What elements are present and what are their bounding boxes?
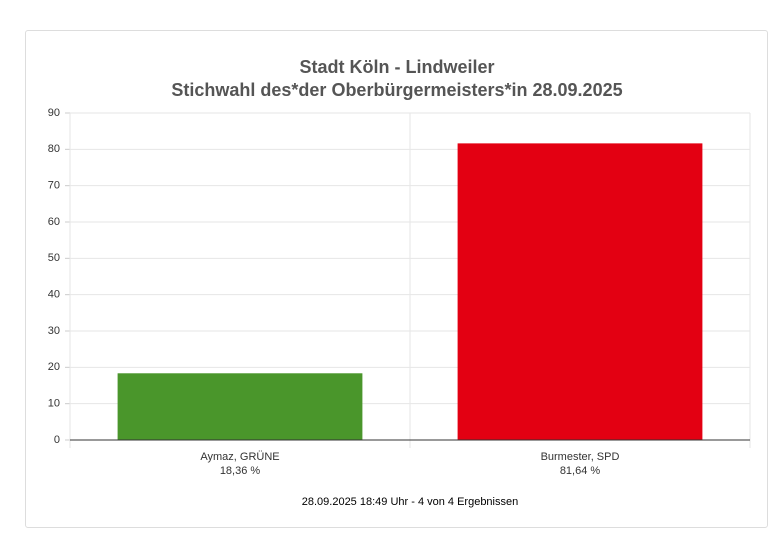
card (25, 30, 768, 528)
y-tick-label: 90 (48, 107, 60, 119)
y-tick-label: 40 (48, 289, 60, 301)
y-tick-label: 50 (48, 252, 60, 264)
value-label: 18,36 % (220, 465, 261, 477)
y-tick-label: 70 (48, 180, 60, 192)
chart-subtitle: Stichwahl des*der Oberbürgermeisters*in … (171, 80, 622, 100)
value-label: 81,64 % (560, 465, 601, 477)
x-tick-label: Burmester, SPD (541, 451, 620, 463)
bar (117, 373, 363, 440)
y-tick-label: 60 (48, 216, 60, 228)
x-tick-label: Aymaz, GRÜNE (200, 451, 279, 463)
y-tick-label: 30 (48, 325, 60, 337)
y-tick-label: 20 (48, 361, 60, 373)
y-tick-label: 10 (48, 398, 60, 410)
y-tick-label: 0 (54, 434, 60, 446)
bar (457, 143, 703, 440)
footer-note: 28.09.2025 18:49 Uhr - 4 von 4 Ergebniss… (302, 496, 518, 508)
y-tick-label: 80 (48, 143, 60, 155)
chart-title: Stadt Köln - Lindweiler (299, 57, 494, 77)
